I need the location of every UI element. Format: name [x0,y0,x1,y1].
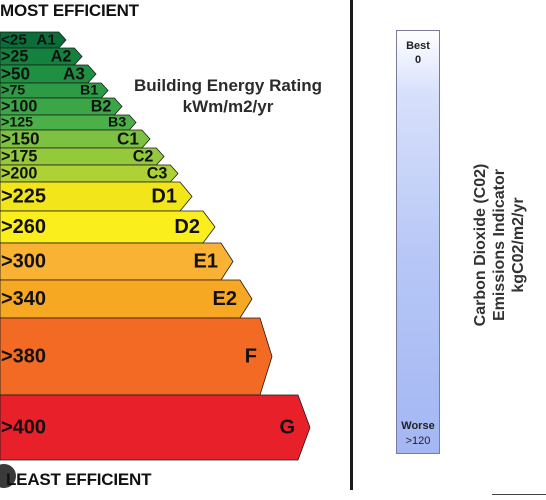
band-arrow [0,31,67,49]
band-arrow [0,394,311,461]
band-range-label: >300 [1,251,46,273]
rating-band-a1: <25 A1 [0,31,67,49]
band-grade-label: G [279,417,295,439]
best-value: 0 [414,54,422,66]
band-arrow [0,210,216,244]
band-range-label: >100 [1,98,37,116]
band-range-label: >400 [1,417,46,439]
band-arrow [0,279,253,319]
band-arrow [0,181,193,212]
band-range-label: >75 [1,83,25,99]
corner-dot [0,464,16,488]
band-grade-label: B3 [108,115,126,131]
rating-band-b3: >125 B3 [0,114,137,131]
rating-band-c1: >150 C1 [0,129,151,149]
worse-label: Worse [401,420,435,432]
rating-band-e2: >340 E2 [0,279,253,319]
band-range-label: >340 [1,288,46,310]
rating-band-f: >380 F [0,317,273,396]
energy-rating-chart: <25 A1>25 A2>50 A3>75 B1>100 B2>125 B3>150 C1>1… [0,31,311,461]
band-arrow [0,47,83,66]
best-label: Best [406,40,430,52]
co2-title-line1: Carbon Dioxide (C02) [472,163,489,327]
vertical-divider [350,0,353,490]
band-grade-label: C1 [117,130,139,149]
band-grade-label: E1 [194,251,218,273]
band-arrow [0,97,123,116]
band-grade-label: A1 [36,32,56,49]
rating-band-d2: >260 D2 [0,210,216,244]
band-grade-label: A2 [51,48,72,66]
co2-title-line3: kgC02/m2/yr [510,197,527,293]
co2-emissions-title: Carbon Dioxide (C02) Emissions Indicator… [471,110,531,380]
band-grade-label: D2 [174,216,200,238]
rating-band-c2: >175 C2 [0,147,165,166]
rating-title-line1: Building Energy Rating [134,76,322,95]
band-arrow [0,114,137,131]
band-grade-label: B2 [91,98,112,116]
band-range-label: >260 [1,216,46,238]
band-range-label: >25 [1,48,28,66]
bottom-rule [492,494,546,495]
building-energy-rating-title: Building Energy Rating kWm/m2/yr [112,75,344,117]
band-range-label: >125 [1,115,33,131]
least-efficient-heading: LEAST EFFICIENT [6,470,152,489]
band-range-label: <25 [1,32,27,49]
band-grade-label: C3 [147,165,168,183]
most-efficient-heading: MOST EFFICIENT [0,1,139,20]
co2-title-line2: Emissions Indicator [491,168,508,322]
rating-band-b1: >75 B1 [0,82,109,99]
band-arrow [0,164,179,183]
band-range-label: >150 [1,130,40,149]
rating-band-e1: >300 E1 [0,242,234,281]
rating-band-d1: >225 D1 [0,181,193,212]
band-arrow [0,242,234,281]
rating-band-c3: >200 C3 [0,164,179,183]
band-grade-label: C2 [133,148,154,166]
rating-band-a2: >25 A2 [0,47,83,66]
band-arrow [0,129,151,149]
band-range-label: >200 [1,165,37,183]
band-range-label: >50 [1,65,30,84]
worse-value: >120 [405,435,431,447]
rating-title-unit: kWm/m2/yr [182,97,274,116]
band-grade-label: B1 [80,83,98,99]
band-grade-label: E2 [213,288,237,310]
band-arrow [0,64,97,84]
band-range-label: >225 [1,186,46,208]
band-arrow [0,82,109,99]
band-range-label: >175 [1,148,37,166]
rating-band-b2: >100 B2 [0,97,123,116]
rating-band-a3: >50 A3 [0,64,97,84]
band-arrow [0,147,165,166]
rating-band-g: >400 G [0,394,311,461]
band-grade-label: F [245,346,257,368]
band-range-label: >380 [1,346,46,368]
band-grade-label: A3 [63,65,85,84]
band-arrow [0,317,273,396]
co2-scale-bar: Best 0 Worse >120 [396,30,440,454]
band-grade-label: D1 [151,186,177,208]
